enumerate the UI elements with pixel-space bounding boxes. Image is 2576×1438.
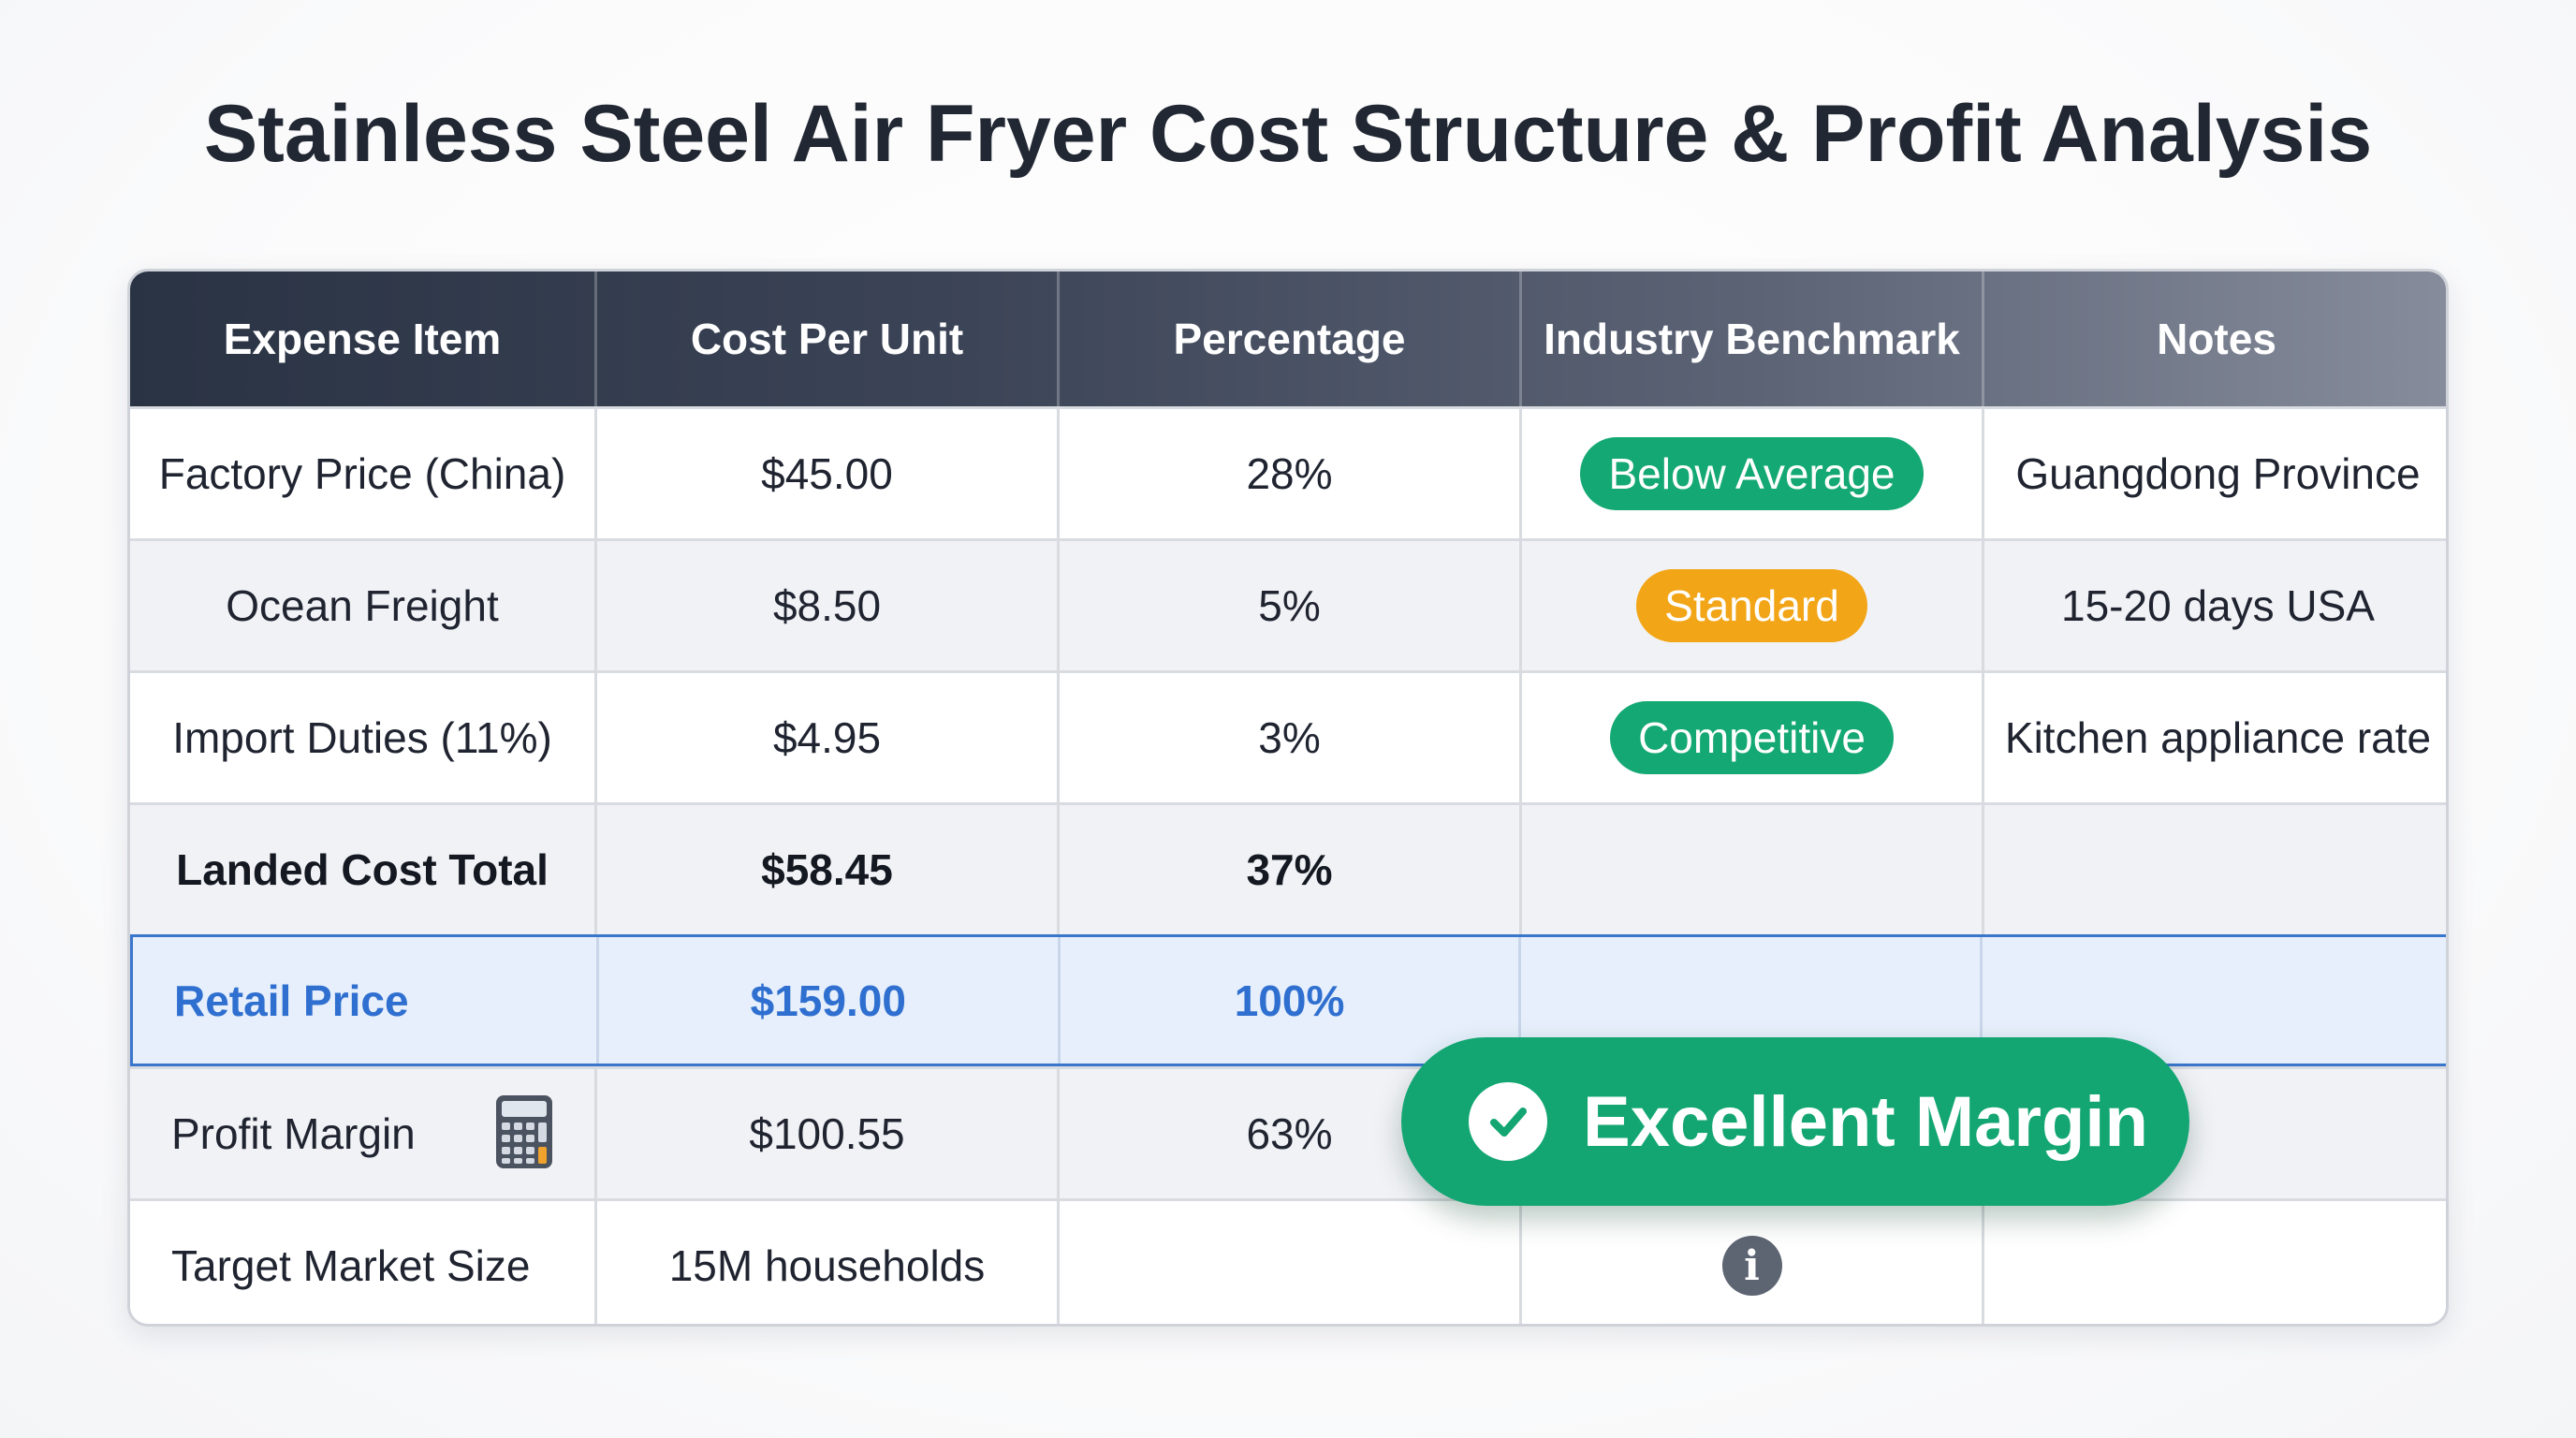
benchmark-badge: Standard xyxy=(1636,569,1867,642)
calculator-icon xyxy=(496,1095,552,1168)
benchmark-cell: i xyxy=(1522,1201,1984,1324)
header-expense-item: Expense Item xyxy=(130,271,597,406)
expense-item-cell: Import Duties (11%) xyxy=(130,673,597,802)
table-row-target-market: Target Market Size 15M households i xyxy=(130,1198,2446,1324)
percentage-cell xyxy=(1060,1201,1522,1324)
benchmark-badge: Below Average xyxy=(1580,437,1924,510)
notes-cell: 15-20 days USA xyxy=(2061,581,2375,630)
header-cost-per-unit: Cost Per Unit xyxy=(597,271,1060,406)
table-row: Factory Price (China) $45.00 28% Below A… xyxy=(130,406,2446,538)
cost-cell: 15M households xyxy=(597,1201,1060,1324)
benchmark-cell: Standard xyxy=(1522,541,1984,670)
cost-cell: $8.50 xyxy=(597,541,1060,670)
percentage-cell: 28% xyxy=(1060,409,1522,538)
notes-cell xyxy=(1983,937,2446,1064)
benchmark-badge: Competitive xyxy=(1610,701,1894,774)
info-icon[interactable]: i xyxy=(1721,1236,1782,1296)
cost-cell: $58.45 xyxy=(597,805,1060,934)
header-percentage: Percentage xyxy=(1060,271,1522,406)
cost-cell: $100.55 xyxy=(597,1069,1060,1198)
notes-cell: Guangdong Province xyxy=(2015,449,2421,498)
excellent-margin-badge: Excellent Margin xyxy=(1401,1037,2189,1206)
percentage-cell: 5% xyxy=(1060,541,1522,670)
cost-table: Expense Item Cost Per Unit Percentage In… xyxy=(127,269,2449,1327)
table-row: Import Duties (11%) $4.95 3% Competitive… xyxy=(130,670,2446,802)
table-row-landed-total: Landed Cost Total $58.45 37% xyxy=(130,802,2446,934)
check-circle-icon xyxy=(1469,1082,1547,1161)
badge-label: Excellent Margin xyxy=(1583,1081,2148,1162)
expense-item-cell: Target Market Size xyxy=(130,1201,597,1324)
notes-cell xyxy=(1984,1201,2446,1324)
percentage-cell: 37% xyxy=(1060,805,1522,934)
expense-item-cell: Retail Price xyxy=(133,937,599,1064)
header-notes: Notes xyxy=(1984,271,2446,406)
percentage-cell: 3% xyxy=(1060,673,1522,802)
expense-item-cell: Ocean Freight xyxy=(130,541,597,670)
percentage-cell: 100% xyxy=(1061,937,1522,1064)
benchmark-cell xyxy=(1521,937,1983,1064)
notes-cell xyxy=(1984,805,2446,934)
cost-cell: $4.95 xyxy=(597,673,1060,802)
expense-item-cell: Factory Price (China) xyxy=(130,409,597,538)
cost-cell: $159.00 xyxy=(599,937,1061,1064)
table-row: Ocean Freight $8.50 5% Standard 15-20 da… xyxy=(130,538,2446,670)
benchmark-cell: Below Average xyxy=(1522,409,1984,538)
table-header: Expense Item Cost Per Unit Percentage In… xyxy=(130,271,2446,406)
page-title: Stainless Steel Air Fryer Cost Structure… xyxy=(203,89,2373,179)
header-industry-benchmark: Industry Benchmark xyxy=(1522,271,1984,406)
expense-item-cell: Landed Cost Total xyxy=(130,805,597,934)
benchmark-cell xyxy=(1522,805,1984,934)
expense-item-label: Profit Margin xyxy=(171,1109,416,1158)
notes-cell: Kitchen appliance rate xyxy=(2004,713,2432,762)
benchmark-cell: Competitive xyxy=(1522,673,1984,802)
cost-cell: $45.00 xyxy=(597,409,1060,538)
expense-item-cell: Profit Margin xyxy=(130,1069,597,1198)
